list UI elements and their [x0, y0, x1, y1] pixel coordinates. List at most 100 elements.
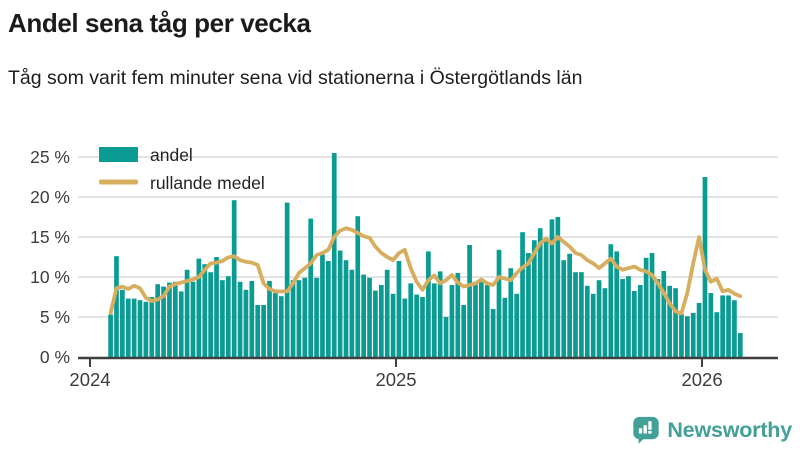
x-tick-label: 2026 — [681, 369, 722, 390]
y-tick-label: 10 % — [30, 267, 70, 287]
bar-week — [143, 301, 149, 357]
bar-week — [537, 228, 543, 357]
bar-week — [720, 295, 725, 357]
bar-week — [284, 202, 290, 357]
bar-week — [690, 313, 696, 357]
bar-week — [490, 309, 496, 357]
bar-week — [273, 293, 278, 357]
bar-week — [608, 244, 614, 357]
bar-week — [349, 269, 355, 357]
bar-week — [414, 294, 419, 357]
y-tick-label: 0 % — [40, 347, 70, 367]
bar-week — [579, 272, 584, 357]
bar-glyph-2 — [643, 425, 648, 434]
bar-week — [655, 279, 661, 357]
bar-week — [308, 218, 314, 357]
bar-week — [684, 316, 690, 357]
bar-week — [484, 285, 490, 357]
bar-week — [573, 272, 578, 357]
page-subtitle: Tåg som varit fem minuter sena vid stati… — [8, 67, 583, 89]
bar-week — [584, 285, 590, 357]
bar-week — [214, 257, 219, 357]
bar-week — [114, 256, 119, 357]
bar-week — [602, 288, 608, 357]
bar-week — [502, 297, 508, 357]
bar-week — [543, 237, 549, 357]
bar-week — [443, 317, 449, 357]
bar-week — [314, 277, 319, 357]
bar-week — [643, 257, 649, 357]
chart-header: Andel sena tåg per vecka Tåg som varit f… — [8, 0, 792, 90]
bar-week — [131, 298, 137, 357]
bar-week — [420, 297, 425, 357]
y-tick-label: 20 % — [30, 187, 70, 207]
bar-week — [714, 312, 720, 357]
bar-week — [202, 264, 208, 357]
bar-week — [108, 314, 113, 357]
bar-week — [661, 271, 667, 357]
bar-week — [620, 279, 625, 357]
bar-week — [125, 298, 131, 357]
exclamation-dot — [648, 431, 652, 434]
bar-week — [343, 260, 349, 357]
bar-week — [402, 298, 408, 357]
bar-week — [161, 286, 166, 357]
bar-week — [220, 280, 225, 357]
y-tick-label: 5 % — [40, 307, 70, 327]
bar-week — [296, 280, 302, 357]
bar-week — [679, 313, 684, 357]
bar-week — [649, 253, 655, 357]
bar-week — [590, 293, 596, 357]
bar-week — [320, 254, 325, 357]
bar-week — [696, 303, 702, 357]
bar-week — [302, 277, 308, 357]
bar-week — [378, 285, 384, 357]
bar-week — [120, 289, 125, 357]
bar-week — [549, 219, 555, 357]
bar-week — [455, 273, 461, 357]
bar-week — [178, 291, 184, 357]
bar-week — [726, 295, 731, 357]
bar-week — [190, 281, 196, 357]
bar-week — [367, 277, 372, 357]
bar-week — [267, 281, 272, 357]
bar-glyph-1 — [639, 428, 643, 434]
x-tick-label: 2024 — [69, 369, 110, 390]
bar-week — [290, 280, 296, 357]
bar-week — [461, 305, 467, 357]
rolling-mean-line — [108, 226, 743, 316]
bar-week — [437, 271, 443, 357]
bar-week — [567, 253, 572, 357]
bar-week — [479, 281, 484, 357]
bar-week — [355, 216, 361, 357]
bar-week — [555, 217, 561, 357]
bar-week — [514, 293, 520, 357]
bar-week — [249, 281, 255, 357]
bar-week — [261, 305, 266, 357]
newsworthy-logo: Newsworthy — [632, 416, 792, 444]
bar-week — [255, 305, 261, 357]
bar-week — [526, 253, 531, 357]
legend-swatch-rullande-medel — [99, 179, 138, 185]
bar-week — [496, 249, 502, 357]
bar-week — [673, 288, 678, 357]
bar-week — [278, 296, 284, 357]
bar-week — [467, 245, 472, 357]
bar-week — [208, 272, 213, 357]
bar-week — [632, 291, 637, 357]
bar-week — [331, 153, 337, 357]
bar-week — [531, 240, 537, 357]
bar-week — [167, 282, 172, 357]
bar-week — [667, 285, 673, 357]
x-tick-label: 2025 — [375, 369, 416, 390]
bar-week — [431, 283, 437, 357]
bar-week — [243, 289, 249, 357]
bar-week — [396, 261, 402, 357]
bar-week — [708, 293, 714, 357]
bar-week — [237, 281, 243, 357]
bar-week — [520, 232, 525, 357]
bar-week — [184, 269, 190, 357]
legend-label-andel: andel — [150, 145, 193, 165]
logo-text: Newsworthy — [667, 417, 792, 442]
